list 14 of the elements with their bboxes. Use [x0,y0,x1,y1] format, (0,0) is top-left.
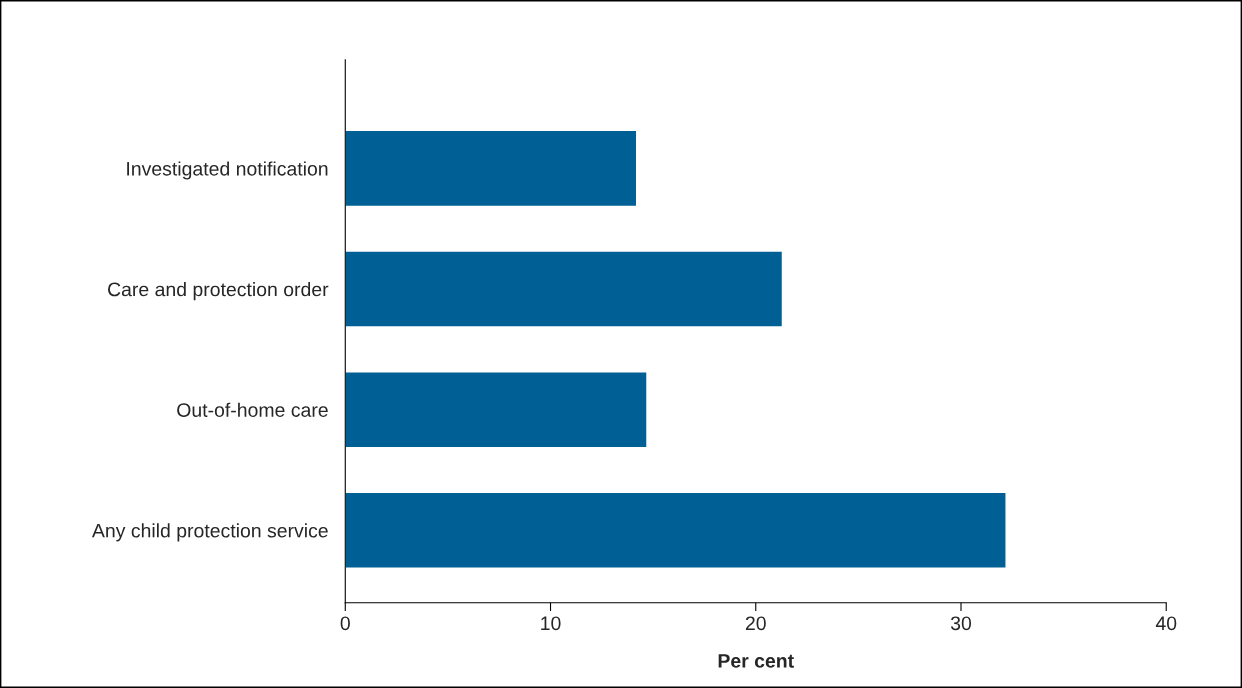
bar [345,491,1007,570]
bar [345,250,784,328]
y-tick-label: Out-of-home care [177,402,328,417]
y-tick-label: Any child protection service [91,523,328,542]
x-axis-title: Per cent [718,654,794,668]
x-tick-label: 10 [541,616,561,631]
y-tick-label: Investigated notification [127,161,328,180]
x-tick-label: 20 [745,616,766,631]
x-tick-label: 30 [950,616,972,631]
x-tick-label: 0 [340,616,350,631]
y-tick-label: Care and protection order [108,282,329,301]
bar [345,370,648,449]
bar [345,129,638,208]
x-tick-label: 40 [1155,616,1177,631]
